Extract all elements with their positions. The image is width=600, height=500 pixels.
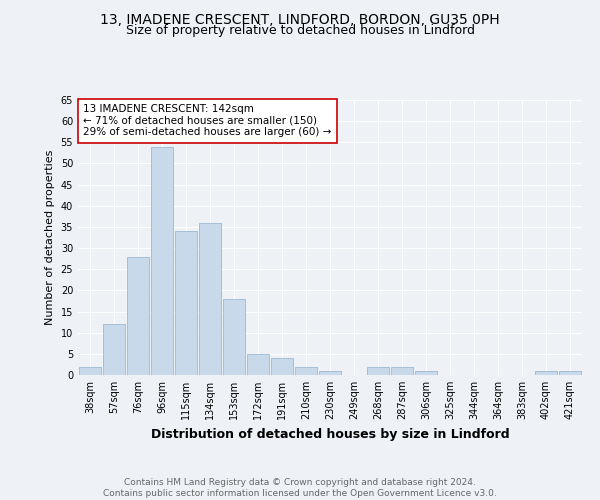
Bar bbox=[559, 371, 581, 375]
Bar bbox=[223, 299, 245, 375]
Text: 13 IMADENE CRESCENT: 142sqm
← 71% of detached houses are smaller (150)
29% of se: 13 IMADENE CRESCENT: 142sqm ← 71% of det… bbox=[83, 104, 331, 138]
Bar bbox=[127, 256, 149, 375]
Bar bbox=[151, 146, 173, 375]
Bar bbox=[103, 324, 125, 375]
Bar bbox=[367, 366, 389, 375]
Bar bbox=[271, 358, 293, 375]
Bar bbox=[319, 371, 341, 375]
Bar bbox=[79, 366, 101, 375]
Bar bbox=[391, 366, 413, 375]
Text: 13, IMADENE CRESCENT, LINDFORD, BORDON, GU35 0PH: 13, IMADENE CRESCENT, LINDFORD, BORDON, … bbox=[100, 12, 500, 26]
Bar bbox=[175, 231, 197, 375]
X-axis label: Distribution of detached houses by size in Lindford: Distribution of detached houses by size … bbox=[151, 428, 509, 440]
Bar bbox=[199, 222, 221, 375]
Y-axis label: Number of detached properties: Number of detached properties bbox=[45, 150, 55, 325]
Bar bbox=[247, 354, 269, 375]
Text: Contains HM Land Registry data © Crown copyright and database right 2024.
Contai: Contains HM Land Registry data © Crown c… bbox=[103, 478, 497, 498]
Bar bbox=[295, 366, 317, 375]
Bar bbox=[535, 371, 557, 375]
Text: Size of property relative to detached houses in Lindford: Size of property relative to detached ho… bbox=[125, 24, 475, 37]
Bar bbox=[415, 371, 437, 375]
